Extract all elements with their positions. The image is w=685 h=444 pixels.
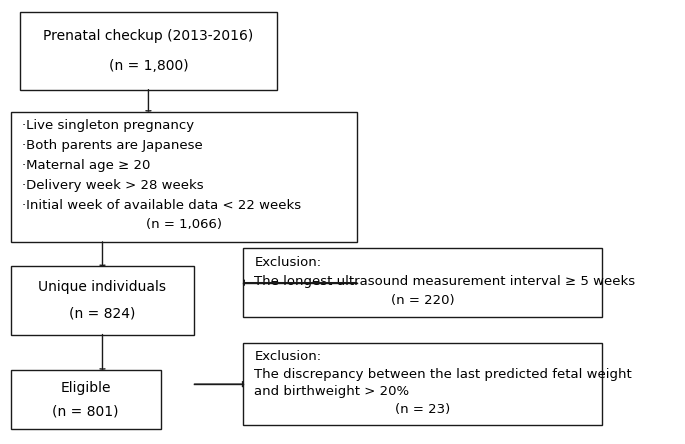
Text: (n = 824): (n = 824)	[69, 307, 136, 321]
Text: Prenatal checkup (2013-2016): Prenatal checkup (2013-2016)	[43, 28, 253, 43]
Text: and birthweight > 20%: and birthweight > 20%	[254, 385, 410, 398]
Text: (n = 23): (n = 23)	[395, 403, 450, 416]
Text: ·Maternal age ≥ 20: ·Maternal age ≥ 20	[22, 159, 150, 172]
Bar	[10, 112, 357, 242]
Text: (n = 801): (n = 801)	[52, 404, 119, 419]
Bar	[243, 249, 602, 317]
Text: Unique individuals: Unique individuals	[38, 280, 166, 293]
Text: Exclusion:: Exclusion:	[254, 350, 321, 363]
Bar	[243, 343, 602, 425]
Text: The discrepancy between the last predicted fetal weight: The discrepancy between the last predict…	[254, 368, 632, 381]
Bar	[10, 266, 195, 334]
Text: (n = 220): (n = 220)	[391, 294, 454, 307]
Text: (n = 1,800): (n = 1,800)	[109, 59, 188, 73]
Text: Eligible: Eligible	[60, 381, 111, 395]
Text: ·Both parents are Japanese: ·Both parents are Japanese	[22, 139, 202, 152]
Text: ·Live singleton pregnancy: ·Live singleton pregnancy	[22, 119, 194, 132]
Text: (n = 1,066): (n = 1,066)	[146, 218, 222, 231]
Text: ·Initial week of available data < 22 weeks: ·Initial week of available data < 22 wee…	[22, 198, 301, 211]
Text: Exclusion:: Exclusion:	[254, 256, 321, 269]
Text: The longest ultrasound measurement interval ≥ 5 weeks: The longest ultrasound measurement inter…	[254, 275, 636, 288]
Text: ·Delivery week > 28 weeks: ·Delivery week > 28 weeks	[22, 178, 203, 192]
Bar	[10, 370, 161, 429]
Bar	[20, 12, 277, 90]
